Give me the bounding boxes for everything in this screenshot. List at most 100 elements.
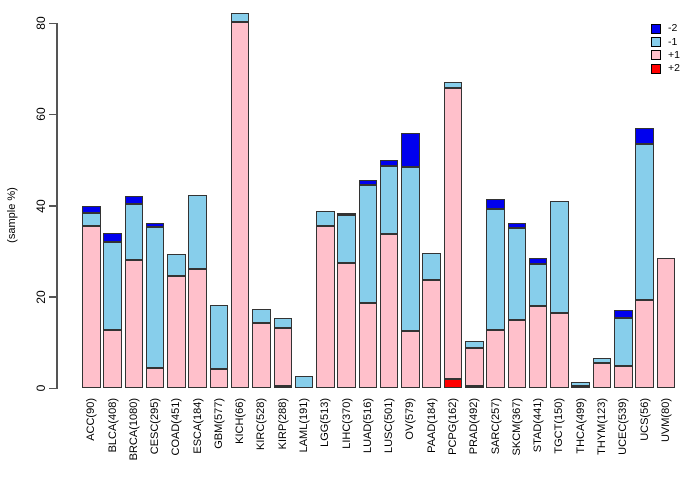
bar-segment-+1 — [443, 88, 463, 380]
bar-segment-+2 — [273, 386, 293, 388]
bar-segment-+1 — [337, 262, 356, 388]
y-axis-line — [56, 23, 58, 389]
bar-esca — [188, 195, 207, 388]
bar-luad — [358, 179, 378, 388]
bar-segment--1 — [465, 341, 484, 349]
bar-segment--1 — [528, 263, 548, 306]
bar-ucec — [614, 310, 633, 388]
bar-coad — [167, 253, 186, 388]
bar-segment--2 — [635, 127, 654, 145]
bar-ucs — [635, 127, 654, 388]
bar-segment--1 — [550, 200, 569, 314]
bar-segment-+1 — [209, 369, 229, 388]
legend-swatch--1 — [651, 37, 661, 48]
y-tick — [49, 113, 56, 116]
legend-item: -2 — [651, 22, 680, 35]
bar-stad — [528, 257, 548, 388]
bar-segment-+1 — [486, 330, 505, 388]
x-axis-label: SARC(257) — [489, 398, 502, 455]
bar-lusc — [379, 160, 399, 388]
bar-segment-+1 — [571, 386, 590, 388]
bar-segment-+1 — [167, 276, 186, 388]
x-axis-label: LIHC(370) — [340, 398, 353, 449]
bar-segment--2 — [528, 257, 548, 264]
bar-lihc — [337, 212, 356, 388]
bar-segment-+1 — [124, 260, 144, 388]
x-axis-label: BLCA(408) — [106, 398, 119, 453]
bar-segment--1 — [486, 209, 505, 331]
bar-cesc — [145, 222, 165, 388]
legend-item: +2 — [651, 62, 680, 75]
y-tick-label: 0 — [34, 384, 48, 392]
bar-segment--2 — [358, 179, 378, 185]
x-axis-label: LUSC(501) — [383, 398, 396, 454]
legend-swatch--2 — [651, 23, 661, 34]
x-axis-label: ESCA(184) — [191, 398, 204, 454]
bar-segment-+1 — [145, 367, 165, 388]
x-axis-label: STAD(441) — [532, 398, 545, 453]
bar-segment-+1 — [422, 279, 441, 388]
bar-segment--2 — [401, 133, 420, 167]
bar-segment--2 — [614, 310, 633, 318]
bar-skcm — [507, 222, 527, 388]
bar-segment--2 — [124, 195, 144, 205]
bar-segment--2 — [379, 160, 399, 166]
bar-tgct — [550, 200, 569, 388]
bar-segment--2 — [145, 222, 165, 228]
bar-blca — [103, 232, 122, 388]
y-tick — [49, 387, 56, 389]
x-axis-label: PRAD(492) — [468, 398, 481, 455]
bar-segment--1 — [614, 317, 633, 367]
bar-segment--1 — [209, 304, 229, 370]
bar-segment--2 — [507, 222, 527, 229]
x-axis-label: LAML(191) — [298, 398, 311, 453]
bar-segment--1 — [252, 308, 271, 324]
bar-segment-+1 — [656, 257, 676, 388]
bar-segment--1 — [401, 166, 420, 331]
bar-segment-+1 — [188, 269, 207, 388]
bar-gbm — [209, 304, 229, 388]
x-axis-label: GBM(577) — [212, 398, 225, 449]
x-axis-label: KICH(66) — [234, 398, 247, 444]
bar-kirc — [252, 308, 271, 388]
bar-segment-+1 — [273, 328, 293, 387]
x-axis-label: COAD(451) — [170, 398, 183, 456]
legend-swatch-+2 — [651, 63, 661, 74]
bar-segment--1 — [635, 144, 654, 300]
y-tick-label: 20 — [34, 290, 48, 304]
bar-segment-+1 — [528, 305, 548, 388]
bar-segment-+2 — [465, 386, 484, 388]
bar-segment-+1 — [358, 302, 378, 388]
bar-paad — [422, 252, 441, 388]
x-axis-label: THCA(499) — [574, 398, 587, 454]
y-tick-label: 80 — [34, 16, 48, 30]
x-axis-label: LUAD(516) — [361, 398, 374, 454]
bar-segment--1 — [294, 376, 314, 388]
bar-segment-+1 — [230, 21, 250, 388]
bar-segment-+1 — [379, 234, 399, 388]
legend: -2 -1 +1 +2 — [651, 22, 680, 76]
y-tick-label: 60 — [34, 107, 48, 121]
bar-kirp — [273, 318, 293, 388]
x-axis-label: OV(579) — [404, 398, 417, 440]
bar-acc — [82, 205, 101, 388]
bar-segment-+2 — [443, 379, 463, 388]
legend-label: +2 — [668, 62, 680, 75]
y-axis-title: (sample %) — [6, 187, 18, 243]
x-axis-label: SKCM(367) — [510, 398, 523, 456]
bar-segment--1 — [273, 318, 293, 329]
bar-segment--1 — [358, 184, 378, 303]
x-axis-label: PCPG(162) — [447, 398, 459, 455]
bar-segment--1 — [230, 13, 250, 22]
bar-pcpg — [443, 81, 463, 388]
bar-segment-+1 — [316, 226, 335, 388]
x-axis-label: PAAD(184) — [425, 398, 438, 453]
bar-segment-+1 — [465, 348, 484, 387]
bar-segment-+1 — [592, 362, 612, 388]
bar-segment-+1 — [252, 323, 271, 388]
bar-segment--1 — [316, 210, 335, 227]
x-axis-label: TGCT(150) — [553, 398, 566, 454]
bar-segment--2 — [103, 232, 122, 242]
legend-label: +1 — [668, 48, 680, 61]
